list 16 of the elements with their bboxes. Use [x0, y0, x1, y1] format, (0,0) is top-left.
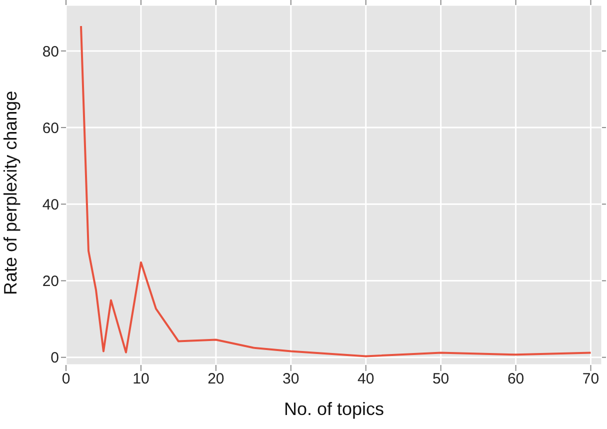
y-axis-title: Rate of perplexity change [0, 90, 20, 295]
x-tick-label: 70 [582, 370, 600, 388]
y-tick-label: 20 [42, 273, 59, 290]
y-tick-label: 60 [42, 120, 59, 137]
x-tick-label: 20 [208, 370, 224, 388]
line-series [80, 25, 592, 358]
x-tick-label: 0 [62, 370, 70, 388]
y-tick-label: 40 [42, 196, 59, 214]
x-axis-title: No. of topics [284, 399, 384, 419]
x-tick-label: 10 [132, 370, 150, 388]
x-tick-label: 30 [282, 370, 300, 388]
y-tick-label: 80 [42, 43, 59, 60]
y-tick-label: 0 [50, 350, 59, 367]
x-tick-label: 60 [507, 370, 524, 388]
x-tick-label: 40 [358, 370, 374, 388]
x-tick-label: 50 [432, 370, 450, 388]
